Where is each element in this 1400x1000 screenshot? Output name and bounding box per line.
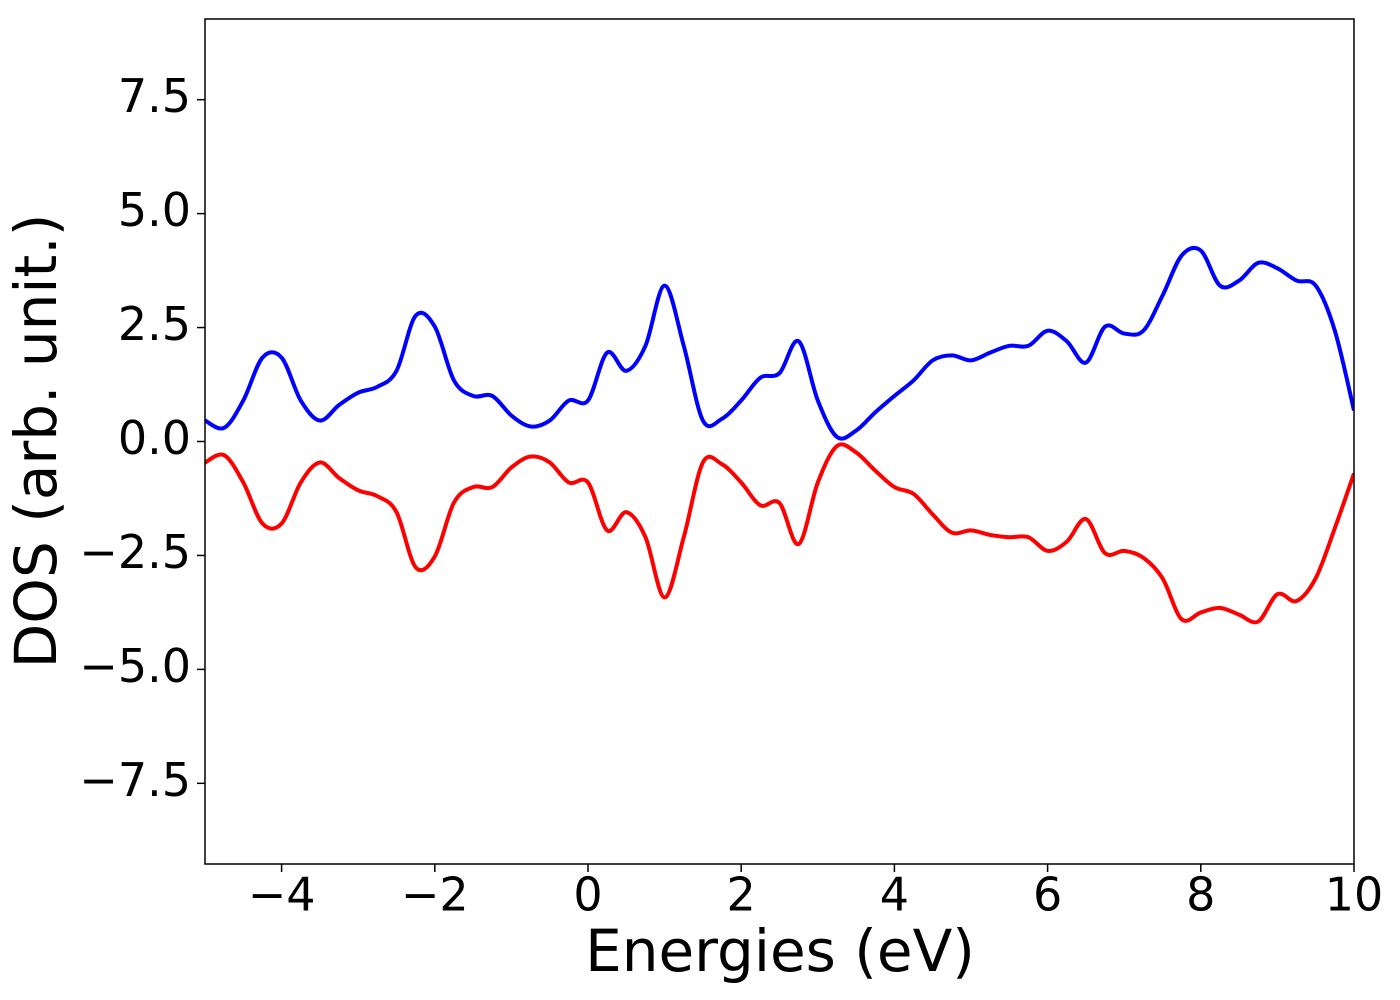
x-tick-label: 8: [1186, 868, 1215, 922]
x-tick-label: −2: [401, 868, 469, 922]
x-axis-label: Energies (eV): [585, 917, 975, 985]
y-tick-label: 2.5: [118, 297, 191, 351]
x-tick-label: 4: [880, 868, 909, 922]
y-tick-label: 7.5: [118, 69, 191, 123]
x-tick-label: 2: [727, 868, 756, 922]
x-tick-label: −4: [248, 868, 316, 922]
y-tick-label: −2.5: [79, 525, 191, 579]
x-tick-label: 10: [1325, 868, 1384, 922]
series-line: [205, 442, 1354, 625]
series-line: [205, 245, 1354, 441]
x-tick-label: 6: [1033, 868, 1062, 922]
x-tick-label: 0: [573, 868, 602, 922]
y-tick-label: 5.0: [118, 183, 191, 237]
y-tick-label: −7.5: [79, 753, 191, 807]
plot-frame: [204, 18, 1355, 865]
y-tick-label: −5.0: [79, 639, 191, 693]
y-tick-label: 0.0: [118, 411, 191, 465]
y-axis-label: DOS (arb. unit.): [2, 214, 70, 669]
